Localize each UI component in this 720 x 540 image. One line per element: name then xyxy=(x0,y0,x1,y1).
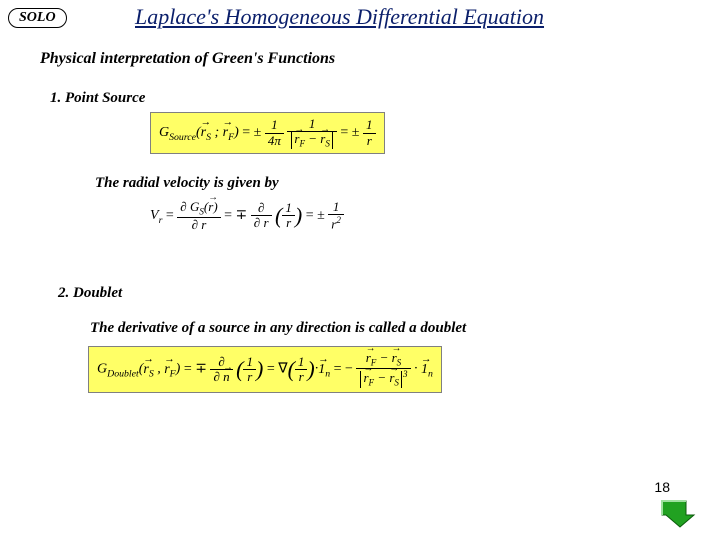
radial-velocity-text: The radial velocity is given by xyxy=(95,175,279,192)
page-title: Laplace's Homogeneous Differential Equat… xyxy=(135,4,544,30)
page-number: 18 xyxy=(654,479,670,495)
subtitle: Physical interpretation of Green's Funct… xyxy=(40,50,335,68)
return-icon[interactable] xyxy=(656,495,700,534)
solo-badge: SOLO xyxy=(8,8,67,28)
equation-doublet: GDoublet(rS , rF) = ∓ ∂∂ n (1r) = ∇(1r)·… xyxy=(88,346,442,393)
doublet-description: The derivative of a source in any direct… xyxy=(90,320,466,337)
section-1-heading: 1. Point Source xyxy=(50,90,145,107)
section-2-heading: 2. Doublet xyxy=(58,285,122,302)
equation-source: GSource(rS ; rF) = ± 14π 1rF − rS = ± 1r xyxy=(150,112,385,154)
equation-radial-velocity: Vr = ∂ GS(r)∂ r = ∓ ∂∂ r (1r) = ± 1r2 xyxy=(150,200,344,232)
